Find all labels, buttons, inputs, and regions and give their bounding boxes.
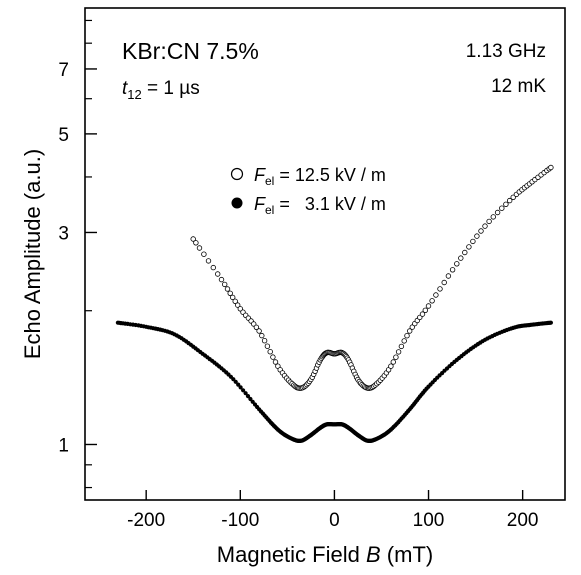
data-point-open	[478, 228, 484, 234]
y-tick-label: 5	[58, 125, 69, 146]
data-point-filled	[548, 320, 554, 325]
data-point-open	[499, 205, 505, 211]
data-point-open	[433, 292, 439, 298]
data-point-open	[507, 197, 513, 204]
y-tick-label: 3	[58, 223, 69, 244]
x-axis-title: Magnetic Field B (mT)	[217, 542, 433, 567]
data-point-open	[548, 164, 554, 171]
data-point-filled	[241, 388, 246, 393]
data-point-filled	[243, 391, 248, 396]
legend-marker-open-circle	[230, 167, 244, 181]
data-point-open	[503, 201, 509, 207]
data-point-open	[422, 307, 428, 313]
data-point-filled	[236, 382, 241, 387]
data-point-filled	[238, 385, 243, 390]
data-point-open	[234, 302, 241, 308]
data-point-filled	[248, 396, 253, 402]
data-point-open	[388, 363, 394, 369]
data-point-open	[272, 359, 279, 365]
data-point-open	[462, 249, 468, 256]
delay-time-label: t12 = 1 µs	[122, 78, 200, 102]
data-point-filled	[233, 379, 238, 384]
legend-label-high-field: Fel = 12.5 kV / m	[254, 165, 386, 188]
data-point-open	[494, 209, 501, 216]
data-point-open	[264, 343, 271, 349]
y-axis-title: Echo Amplitude (a.u.)	[20, 149, 45, 359]
series-filled-circle	[115, 320, 554, 443]
data-point-open	[395, 349, 402, 355]
data-point-open	[482, 223, 488, 229]
data-point-open	[419, 311, 426, 317]
data-point-open	[390, 359, 396, 365]
data-point-open	[196, 245, 203, 251]
y-tick-label: 7	[58, 60, 69, 81]
data-series	[115, 164, 554, 443]
y-tick-label: 1	[58, 435, 69, 456]
x-tick-label: -100	[221, 510, 259, 531]
data-point-open	[201, 251, 207, 257]
legend: Fel = 12.5 kV / m Fel = 3.1 kV / m	[230, 165, 386, 217]
data-point-open	[454, 261, 460, 267]
data-point-open	[205, 258, 212, 264]
data-point-open	[190, 236, 196, 242]
data-point-filled	[245, 394, 251, 399]
data-point-open	[193, 240, 199, 246]
axis-ticks: -200 -100 0 100 200 1 3 5 7	[58, 19, 539, 531]
data-point-open	[404, 333, 410, 339]
data-point-open	[449, 267, 456, 273]
x-tick-label: 0	[329, 510, 340, 531]
data-point-open	[458, 255, 464, 261]
data-point-open	[425, 303, 432, 309]
data-point-open	[229, 294, 236, 301]
data-point-open	[214, 271, 221, 277]
data-point-open	[441, 279, 447, 286]
plot-frame	[84, 7, 566, 501]
x-tick-label: -200	[127, 510, 165, 531]
legend-marker-filled-circle	[231, 197, 243, 209]
series-open-circle	[190, 164, 554, 391]
data-point-open	[429, 298, 435, 304]
x-tick-label: 100	[413, 510, 445, 531]
data-point-open	[398, 343, 405, 350]
data-point-open	[407, 328, 413, 334]
data-point-open	[466, 244, 472, 250]
data-point-open	[232, 298, 238, 304]
data-point-open	[218, 276, 225, 283]
data-point-open	[227, 290, 233, 296]
data-point-open	[256, 328, 262, 334]
data-point-open	[393, 354, 399, 360]
data-point-open	[221, 281, 228, 288]
data-point-open	[409, 324, 415, 330]
temperature-label: 12 mK	[491, 76, 546, 97]
data-point-open	[490, 214, 496, 220]
data-point-open	[437, 286, 443, 292]
data-point-open	[486, 218, 492, 225]
data-point-open	[259, 332, 265, 339]
x-tick-label: 200	[507, 510, 539, 531]
data-point-open	[237, 306, 243, 312]
data-point-open	[470, 238, 476, 245]
data-point-open	[445, 273, 452, 279]
sample-label: KBr:CN 7.5%	[122, 38, 259, 64]
data-point-open	[401, 338, 407, 344]
data-point-open	[270, 354, 276, 360]
data-point-open	[210, 264, 216, 271]
legend-label-low-field: Fel = 3.1 kV / m	[254, 194, 386, 217]
data-point-open	[224, 286, 231, 292]
data-point-open	[261, 338, 268, 344]
frequency-label: 1.13 GHz	[466, 41, 546, 62]
data-point-open	[267, 349, 273, 355]
data-point-open	[253, 324, 260, 330]
data-point-open	[474, 233, 480, 239]
